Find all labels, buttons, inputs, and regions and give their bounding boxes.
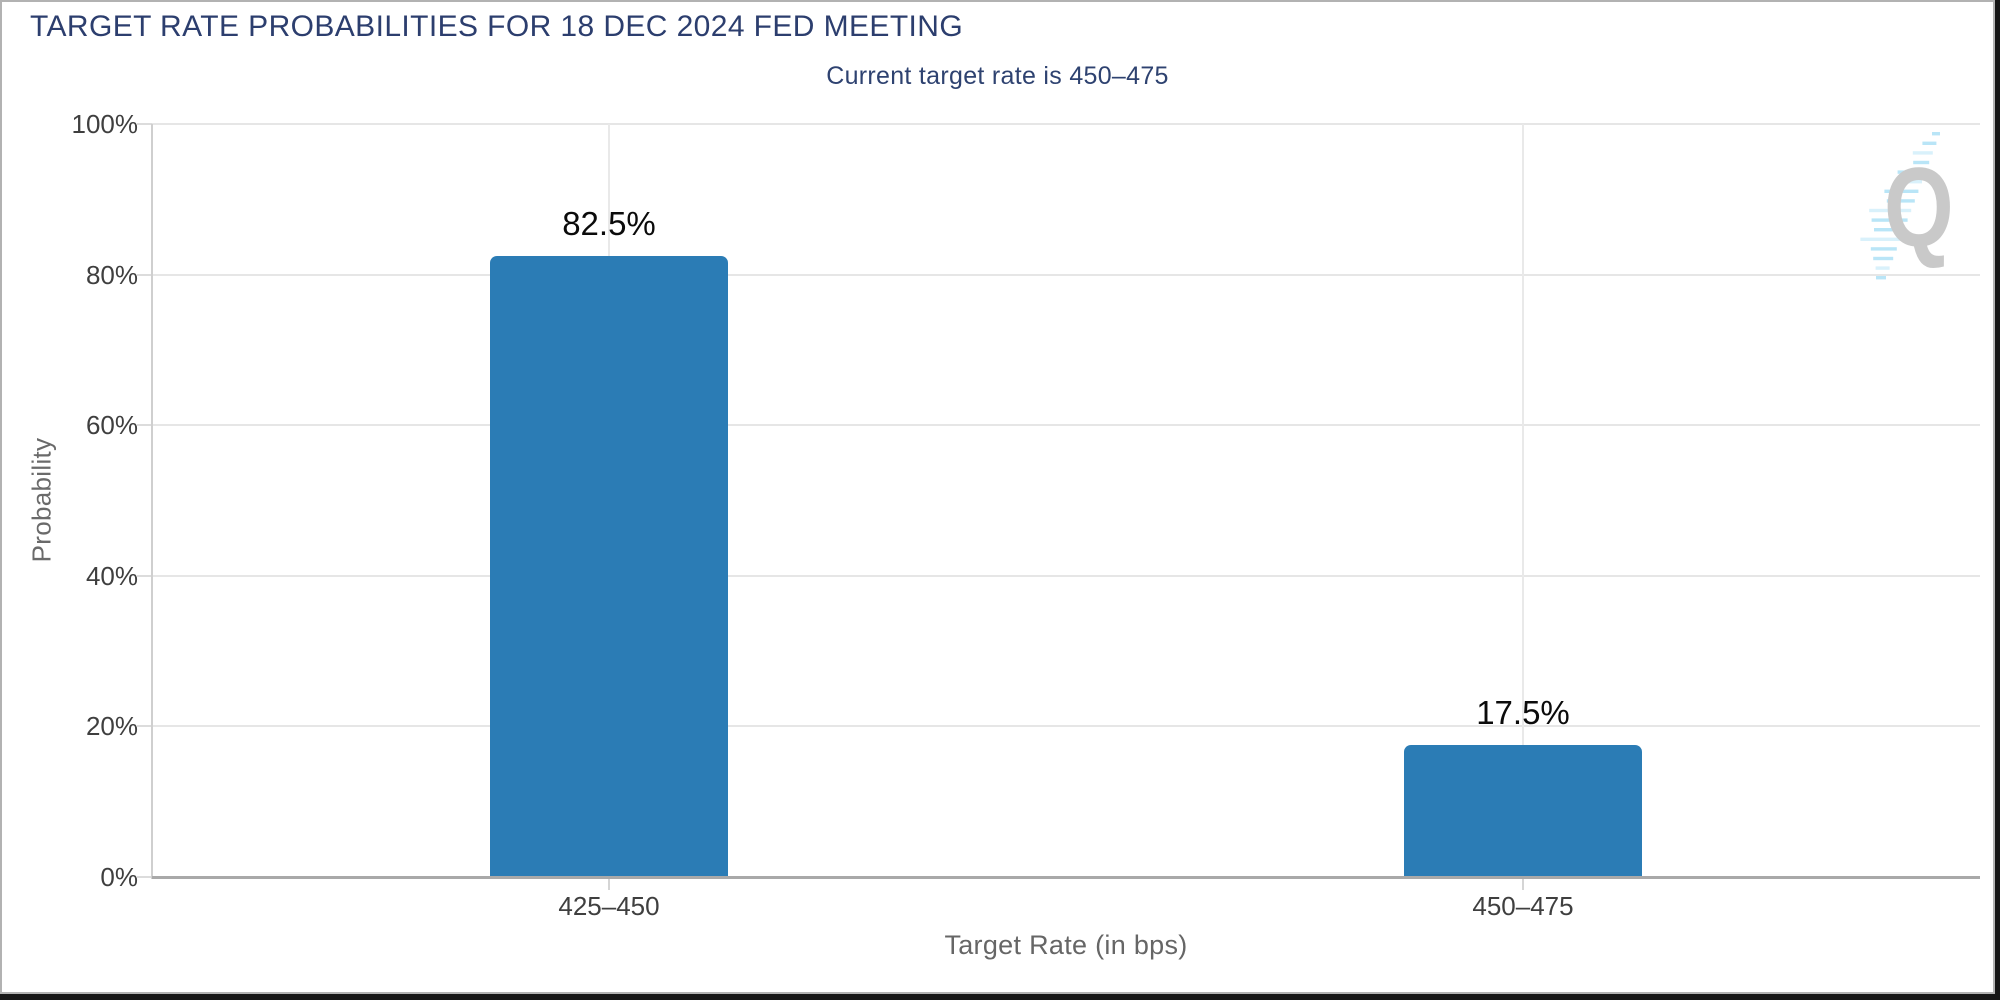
window-edge-right [1995, 0, 2000, 1000]
y-axis-line [151, 124, 153, 879]
y-tick-mark [137, 273, 152, 276]
y-tick-label: 20% [85, 711, 138, 742]
y-tick-mark [137, 725, 152, 728]
y-gridline [152, 123, 1980, 125]
q-logo-watermark: Q [1836, 124, 1986, 294]
bar [1404, 745, 1642, 877]
bar-value-label: 82.5% [562, 204, 656, 242]
bar [490, 255, 728, 877]
y-tick-label: 80% [85, 259, 138, 290]
x-tick-label: 450–475 [1472, 891, 1574, 921]
y-tick-mark [137, 123, 152, 125]
y-tick-mark [137, 574, 152, 577]
y-tick-label: 0% [100, 862, 138, 892]
y-tick-mark [137, 424, 152, 427]
y-gridline [152, 574, 1980, 577]
chart-subtitle: Current target rate is 450–475 [826, 62, 1169, 90]
y-axis-title: Probability [26, 437, 57, 563]
y-tick-mark [137, 876, 152, 878]
y-tick-label: 60% [85, 410, 138, 441]
x-tick-mark [1522, 879, 1524, 890]
y-gridline [152, 424, 1980, 427]
x-tick-label: 425–450 [558, 891, 660, 921]
y-tick-label: 100% [71, 109, 139, 139]
x-tick-mark [608, 879, 610, 890]
window-edge-bottom [0, 994, 2000, 1000]
bar-value-label: 17.5% [1476, 694, 1570, 732]
x-gridline [1522, 124, 1524, 877]
y-tick-label: 40% [85, 560, 138, 591]
chart-title: TARGET RATE PROBABILITIES FOR 18 DEC 202… [30, 10, 964, 43]
logo-stripes-icon [1860, 132, 1940, 280]
logo-letter: Q [1884, 145, 1954, 270]
y-gridline [152, 273, 1980, 276]
x-axis-title: Target Rate (in bps) [944, 930, 1188, 960]
y-gridline [152, 725, 1980, 728]
x-axis-line [152, 876, 1980, 879]
